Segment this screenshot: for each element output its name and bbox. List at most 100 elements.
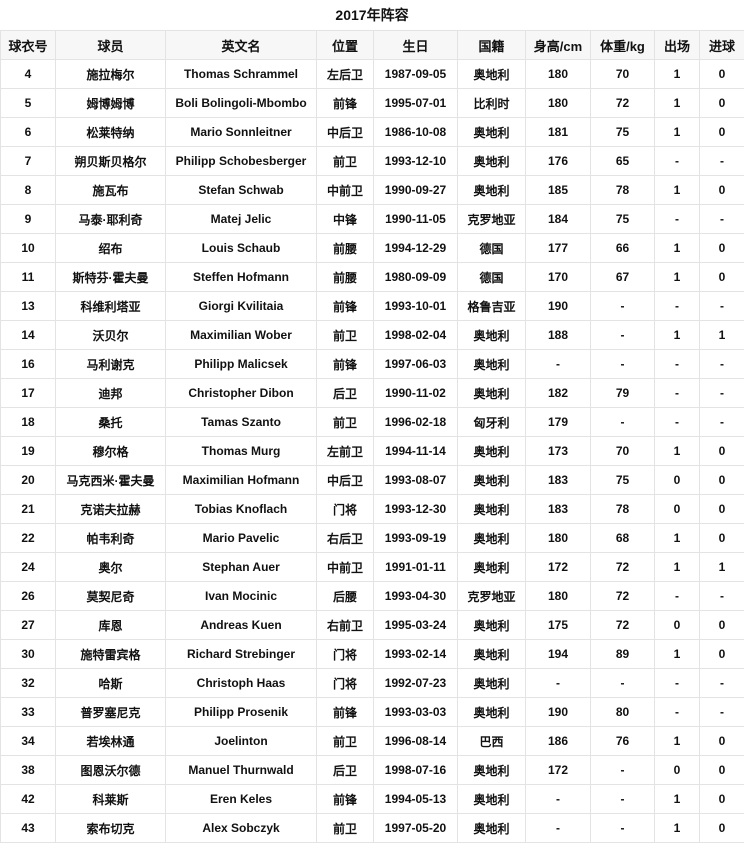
cell-number: 24 — [0, 552, 56, 582]
cell-goals: - — [699, 378, 744, 408]
cell-birthday: 1991-01-11 — [373, 552, 458, 582]
cell-height: 172 — [525, 755, 591, 785]
cell-height: 173 — [525, 436, 591, 466]
cell-appearances: 1 — [654, 436, 700, 466]
cell-player: 克诺夫拉赫 — [55, 494, 166, 524]
cell-goals: - — [699, 407, 744, 437]
cell-weight: 70 — [590, 436, 655, 466]
cell-number: 16 — [0, 349, 56, 379]
cell-number: 6 — [0, 117, 56, 147]
cell-birthday: 1997-06-03 — [373, 349, 458, 379]
cell-appearances: 1 — [654, 523, 700, 553]
header-weight: 体重/kg — [590, 30, 655, 60]
cell-english-name: Maximilian Wober — [165, 320, 317, 350]
cell-player: 穆尔格 — [55, 436, 166, 466]
table-row: 10 绍布 Louis Schaub 前腰 1994-12-29 德国 177 66 1 0 — [0, 233, 744, 263]
cell-weight: 76 — [590, 726, 655, 756]
table-row: 42 科莱斯 Eren Keles 前锋 1994-05-13 奥地利 - -1 0 — [0, 784, 744, 814]
cell-position: 后腰 — [316, 581, 374, 611]
cell-english-name: Maximilian Hofmann — [165, 465, 317, 495]
cell-english-name: Tamas Szanto — [165, 407, 317, 437]
header-row: 球衣号 球员 英文名 位置 生日 国籍 身高/cm 体重/kg 出场 进球 — [0, 30, 744, 60]
table-row: 14 沃贝尔 Maximilian Wober 前卫 1998-02-04 奥地利 188-… — [0, 320, 744, 350]
cell-weight: 75 — [590, 204, 655, 234]
header-goals: 进球 — [699, 30, 744, 60]
cell-number: 8 — [0, 175, 56, 205]
cell-nationality: 奥地利 — [457, 697, 526, 727]
cell-birthday: 1987-09-05 — [373, 59, 458, 89]
cell-weight: 75 — [590, 465, 655, 495]
cell-height: 186 — [525, 726, 591, 756]
cell-position: 前卫 — [316, 146, 374, 176]
cell-number: 4 — [0, 59, 56, 89]
cell-nationality: 奥地利 — [457, 175, 526, 205]
cell-player: 科维利塔亚 — [55, 291, 166, 321]
cell-birthday: 1996-02-18 — [373, 407, 458, 437]
cell-player: 马利谢克 — [55, 349, 166, 379]
cell-position: 门将 — [316, 668, 374, 698]
cell-goals: 0 — [699, 436, 744, 466]
cell-height: 175 — [525, 610, 591, 640]
table-row: 13 科维利塔亚 Giorgi Kvilitaia 前锋 1993-10-01 格鲁吉亚 1… — [0, 291, 744, 321]
cell-appearances: 1 — [654, 784, 700, 814]
cell-goals: 0 — [699, 175, 744, 205]
cell-goals: 0 — [699, 494, 744, 524]
cell-position: 右后卫 — [316, 523, 374, 553]
cell-weight: - — [590, 813, 655, 843]
cell-birthday: 1980-09-09 — [373, 262, 458, 292]
cell-position: 前腰 — [316, 233, 374, 263]
cell-birthday: 1993-09-19 — [373, 523, 458, 553]
cell-weight: 80 — [590, 697, 655, 727]
cell-player: 桑托 — [55, 407, 166, 437]
cell-nationality: 克罗地亚 — [457, 204, 526, 234]
cell-english-name: Stefan Schwab — [165, 175, 317, 205]
cell-weight: 66 — [590, 233, 655, 263]
cell-goals: 0 — [699, 523, 744, 553]
cell-position: 前卫 — [316, 407, 374, 437]
cell-goals: 0 — [699, 784, 744, 814]
cell-birthday: 1996-08-14 — [373, 726, 458, 756]
cell-weight: 75 — [590, 117, 655, 147]
cell-appearances: 0 — [654, 755, 700, 785]
cell-number: 10 — [0, 233, 56, 263]
header-number: 球衣号 — [0, 30, 56, 60]
cell-english-name: Mario Sonnleitner — [165, 117, 317, 147]
cell-number: 9 — [0, 204, 56, 234]
cell-english-name: Andreas Kuen — [165, 610, 317, 640]
cell-height: 180 — [525, 523, 591, 553]
cell-player: 莫契尼奇 — [55, 581, 166, 611]
cell-height: 176 — [525, 146, 591, 176]
cell-english-name: Louis Schaub — [165, 233, 317, 263]
cell-appearances: 1 — [654, 117, 700, 147]
cell-number: 38 — [0, 755, 56, 785]
cell-goals: - — [699, 697, 744, 727]
cell-position: 右前卫 — [316, 610, 374, 640]
cell-appearances: 1 — [654, 726, 700, 756]
cell-number: 26 — [0, 581, 56, 611]
cell-birthday: 1995-03-24 — [373, 610, 458, 640]
table-row: 20 马克西米·霍夫曼 Maximilian Hofmann 中后卫 1993-08-0… — [0, 465, 744, 495]
cell-height: - — [525, 668, 591, 698]
cell-height: 183 — [525, 494, 591, 524]
cell-goals: 0 — [699, 117, 744, 147]
cell-height: 180 — [525, 59, 591, 89]
cell-goals: - — [699, 146, 744, 176]
cell-birthday: 1993-10-01 — [373, 291, 458, 321]
table-row: 30 施特雷宾格 Richard Strebinger 门将 1993-02-14 奥地利… — [0, 639, 744, 669]
cell-number: 34 — [0, 726, 56, 756]
cell-weight: - — [590, 407, 655, 437]
cell-goals: 0 — [699, 59, 744, 89]
header-position: 位置 — [316, 30, 374, 60]
table-row: 17 迪邦 Christopher Dibon 后卫 1990-11-02 奥地利 182 7… — [0, 378, 744, 408]
table-row: 4 施拉梅尔 Thomas Schrammel 左后卫 1987-09-05 奥地利 180… — [0, 59, 744, 89]
cell-height: 190 — [525, 697, 591, 727]
cell-nationality: 匈牙利 — [457, 407, 526, 437]
cell-player: 沃贝尔 — [55, 320, 166, 350]
cell-position: 中后卫 — [316, 465, 374, 495]
table-row: 22 帕韦利奇 Mario Pavelic 右后卫 1993-09-19 奥地利 180 68… — [0, 523, 744, 553]
table-row: 18 桑托 Tamas Szanto 前卫 1996-02-18 匈牙利 179- - - — [0, 407, 744, 437]
cell-height: 185 — [525, 175, 591, 205]
table-row: 24 奥尔 Stephan Auer 中前卫 1991-01-11 奥地利 172 72 1 1 — [0, 552, 744, 582]
cell-appearances: 1 — [654, 813, 700, 843]
cell-birthday: 1994-05-13 — [373, 784, 458, 814]
